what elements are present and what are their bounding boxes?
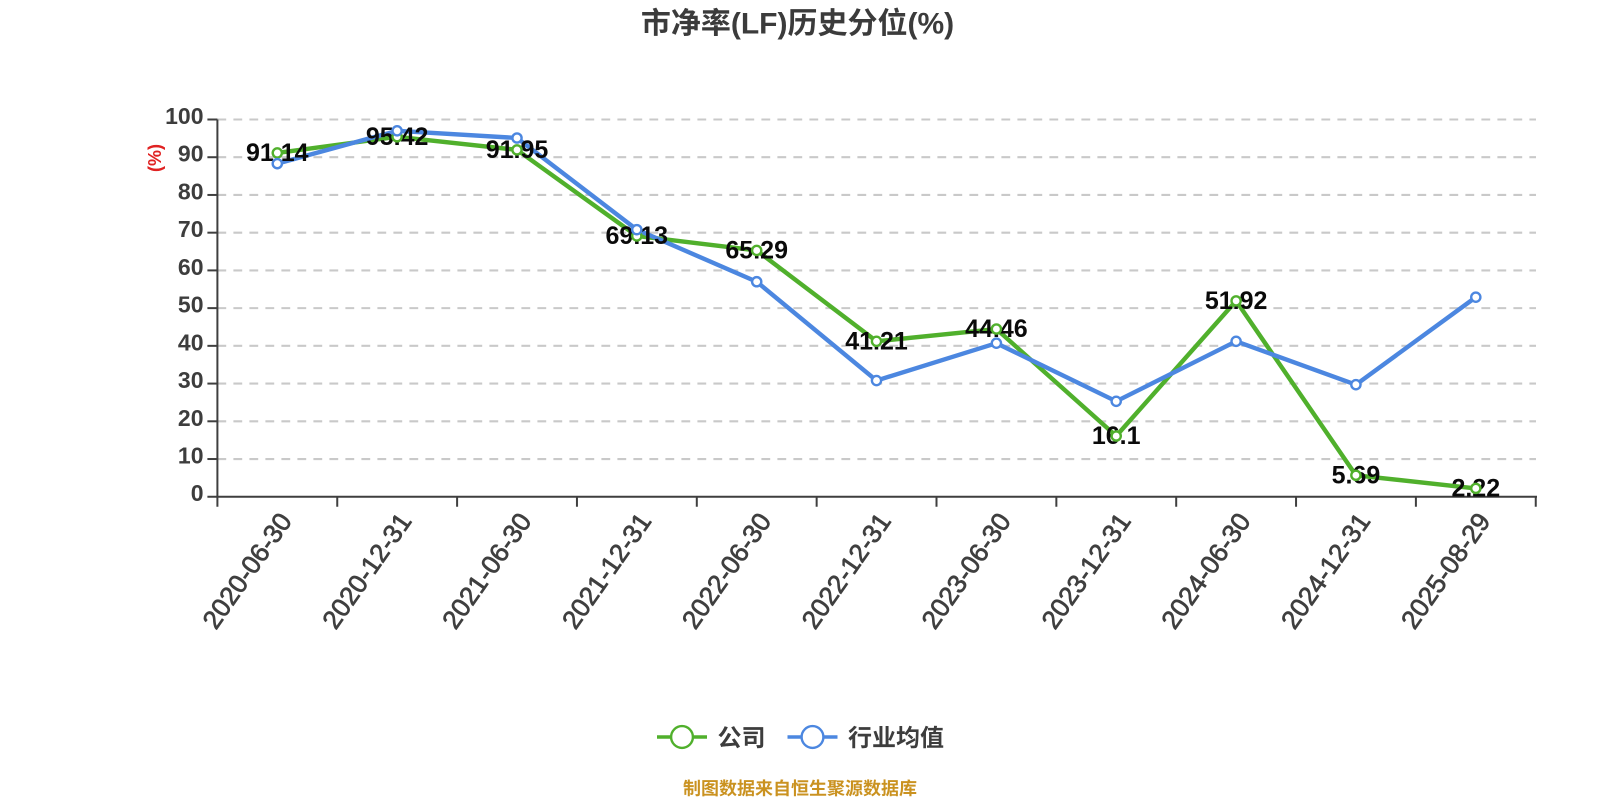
svg-text:(%): (%) xyxy=(145,144,165,172)
svg-text:20: 20 xyxy=(178,405,204,431)
svg-text:70: 70 xyxy=(178,216,204,242)
svg-text:0: 0 xyxy=(191,480,204,506)
svg-text:60: 60 xyxy=(178,254,204,280)
svg-text:30: 30 xyxy=(178,367,204,393)
svg-text:10: 10 xyxy=(178,443,204,469)
svg-text:100: 100 xyxy=(165,103,203,129)
svg-text:(%): (%) xyxy=(908,7,955,40)
svg-text:40: 40 xyxy=(178,329,204,355)
svg-text:80: 80 xyxy=(178,178,204,204)
svg-text:50: 50 xyxy=(178,292,204,318)
svg-text:90: 90 xyxy=(178,141,204,167)
svg-text:(LF): (LF) xyxy=(731,7,788,40)
